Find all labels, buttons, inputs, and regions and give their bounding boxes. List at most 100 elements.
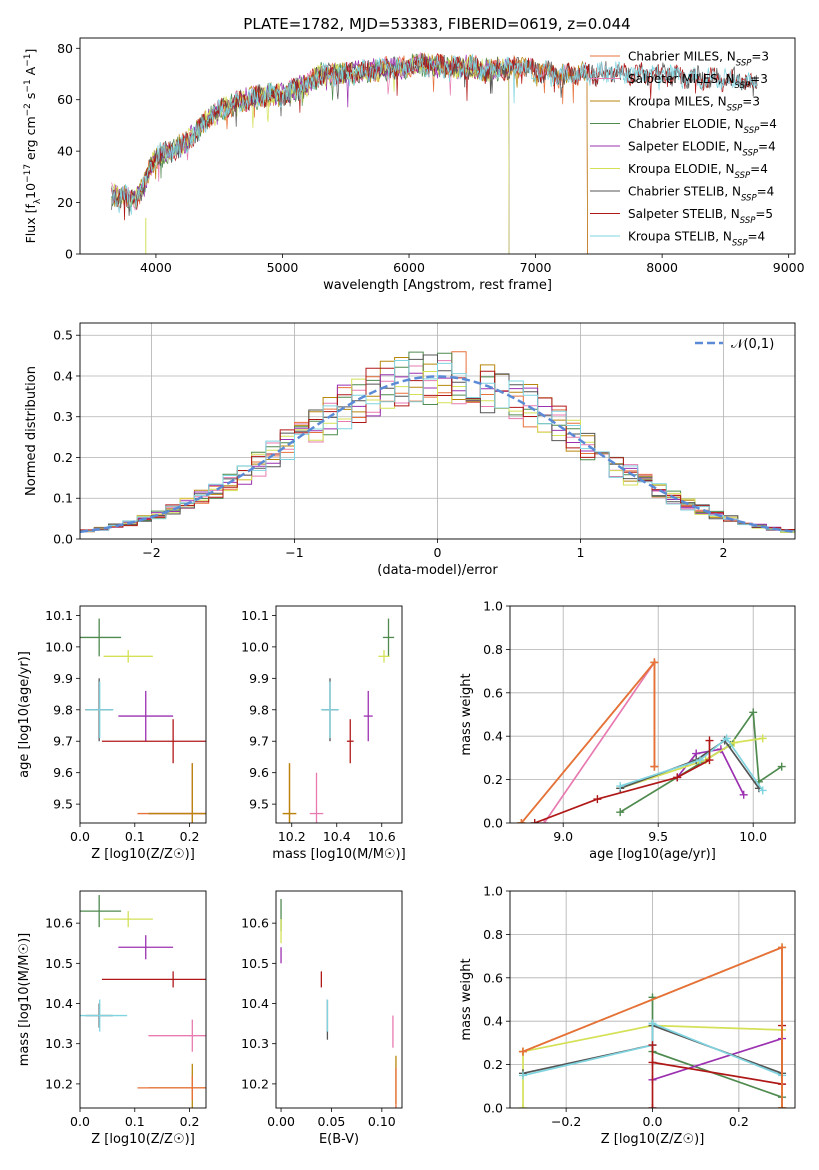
point-salpeter-stelib xyxy=(101,971,206,988)
series-marker xyxy=(777,762,786,771)
series-line xyxy=(520,660,656,823)
series-marker xyxy=(650,762,659,771)
series-marker xyxy=(517,819,526,823)
plot-area-mw-age xyxy=(510,606,795,823)
series-marker xyxy=(648,1019,657,1028)
x-tick-label: −2 xyxy=(142,545,160,560)
legend: Chabrier MILES, NSSP=3 Salpeter MILES, NS… xyxy=(590,50,777,249)
x-tick-label: 0.2 xyxy=(729,1114,749,1129)
y-tick-label: 0.8 xyxy=(483,642,503,657)
y-tick-label: 20 xyxy=(57,195,73,210)
series-marker xyxy=(650,658,659,667)
point-chabrier-miles xyxy=(137,1075,206,1100)
y-axis-label: age [log10(age/yr)] xyxy=(17,651,32,778)
plot-area-spectrum xyxy=(111,52,758,254)
legend-entry: Kroupa MILES, NSSP=3 xyxy=(628,95,760,114)
x-tick-label: 9000 xyxy=(773,260,805,275)
plot-area-mass-ebv xyxy=(280,899,397,1108)
series-line xyxy=(522,1022,783,1077)
panel-mass-ebv: 0.00 0.05 0.10 10.2 10.3 10.4 10.5 10.6 E(B-V) xyxy=(241,890,403,1147)
y-tick-label: 0.4 xyxy=(483,729,503,744)
x-tick-label: 0.05 xyxy=(318,1114,346,1129)
y-tick-label: 10.1 xyxy=(241,608,269,623)
x-axis-label: wavelength [Angstrom, rest frame] xyxy=(323,278,552,293)
legend-entry: Chabrier MILES, NSSP=3 xyxy=(628,50,769,69)
y-tick-label: 10.6 xyxy=(241,916,269,931)
plot-area-residuals xyxy=(80,323,795,539)
y-tick-label: 0.1 xyxy=(53,491,73,506)
y-tick-label: 0.3 xyxy=(53,409,73,424)
y-tick-label: 10.3 xyxy=(45,1036,73,1051)
y-axis-label: mass weight xyxy=(459,958,474,1040)
y-tick-label: 10.0 xyxy=(241,639,269,654)
x-tick-label: 0.2 xyxy=(180,1114,200,1129)
panel-age-mass: 10.2 10.4 10.6 9.5 9.6 9.7 9.8 9.9 10.0 10.1 mass … xyxy=(241,605,406,862)
series-line xyxy=(522,1024,783,1108)
y-tick-label: 0.2 xyxy=(53,450,73,465)
x-tick-label: −1 xyxy=(285,545,303,560)
x-tick-label: 5000 xyxy=(267,260,299,275)
axes-frame xyxy=(79,605,207,824)
series-marker xyxy=(673,773,682,782)
series-marker xyxy=(530,819,539,823)
y-tick-label: 0.5 xyxy=(53,328,73,343)
y-tick-label: 0.0 xyxy=(483,816,503,831)
axes-frame xyxy=(275,890,403,1109)
y-tick-label: 1.0 xyxy=(483,599,503,614)
legend-entry: Salpeter ELODIE, NSSP=4 xyxy=(628,140,776,159)
axes-frame xyxy=(79,890,207,1109)
x-tick-label: 0.1 xyxy=(125,1114,145,1129)
y-tick-label: 9.5 xyxy=(249,797,269,812)
y-tick-label: 9.5 xyxy=(53,797,73,812)
x-tick-label: 0.0 xyxy=(70,829,90,844)
point-kroupa-elodie xyxy=(103,911,153,928)
axes-frame xyxy=(509,605,796,824)
axes-frame xyxy=(79,37,796,255)
series-marker xyxy=(739,790,748,799)
y-tick-label: 10.5 xyxy=(241,956,269,971)
y-tick-label: 0.2 xyxy=(483,772,503,787)
panel-mass-Z: 0.0 0.1 0.2 10.2 10.3 10.4 10.5 10.6 Z [log10(Z/… xyxy=(17,890,207,1147)
x-tick-label: 9.0 xyxy=(553,829,573,844)
x-tick-label: 1 xyxy=(577,545,585,560)
y-tick-label: 0.0 xyxy=(483,1101,503,1116)
spectrum-line-salpeter-stelib xyxy=(111,53,758,221)
legend-entry: 𝒩(0,1) xyxy=(731,337,774,352)
series-salpeter-miles xyxy=(540,658,659,823)
point-salpeter-elodie xyxy=(363,690,373,742)
x-tick-label: 0.00 xyxy=(267,1114,295,1129)
y-tick-label: 0.6 xyxy=(483,970,503,985)
series-marker xyxy=(593,795,602,804)
series-line xyxy=(619,737,764,791)
series-marker xyxy=(730,738,739,747)
legend-entry: Salpeter STELIB, NSSP=5 xyxy=(628,207,773,226)
point-salpeter-miles xyxy=(309,772,324,823)
normal-curve xyxy=(80,375,795,534)
y-tick-label: 9.7 xyxy=(53,734,73,749)
y-tick-label: 9.9 xyxy=(53,671,73,686)
y-tick-label: 10.2 xyxy=(45,1076,73,1091)
point-kroupa-stelib xyxy=(321,681,339,739)
y-tick-label: 9.8 xyxy=(53,702,73,717)
y-tick-label: 9.6 xyxy=(53,765,73,780)
x-tick-label: 7000 xyxy=(520,260,552,275)
y-tick-label: 10.2 xyxy=(241,1076,269,1091)
legend-entry: Chabrier ELODIE, NSSP=4 xyxy=(628,117,777,136)
y-tick-label: 9.9 xyxy=(249,671,269,686)
y-tick-label: 10.1 xyxy=(45,608,73,623)
x-axis-label: (data-model)/error xyxy=(377,563,498,578)
point-kroupa-elodie xyxy=(378,650,390,663)
series-chabrier-miles xyxy=(517,658,659,823)
y-tick-label: 10.6 xyxy=(45,916,73,931)
histogram-salpeter-stelib xyxy=(80,367,795,531)
y-tick-label: 0 xyxy=(65,247,73,262)
series-marker xyxy=(696,756,704,765)
series-line xyxy=(652,1037,783,1081)
series-marker xyxy=(722,734,731,743)
series-line xyxy=(651,997,783,1099)
series-marker xyxy=(518,1071,527,1080)
series-marker xyxy=(540,819,549,823)
y-axis-label: Normed distribution xyxy=(24,366,39,496)
plot-area-mass-Z xyxy=(80,895,206,1108)
